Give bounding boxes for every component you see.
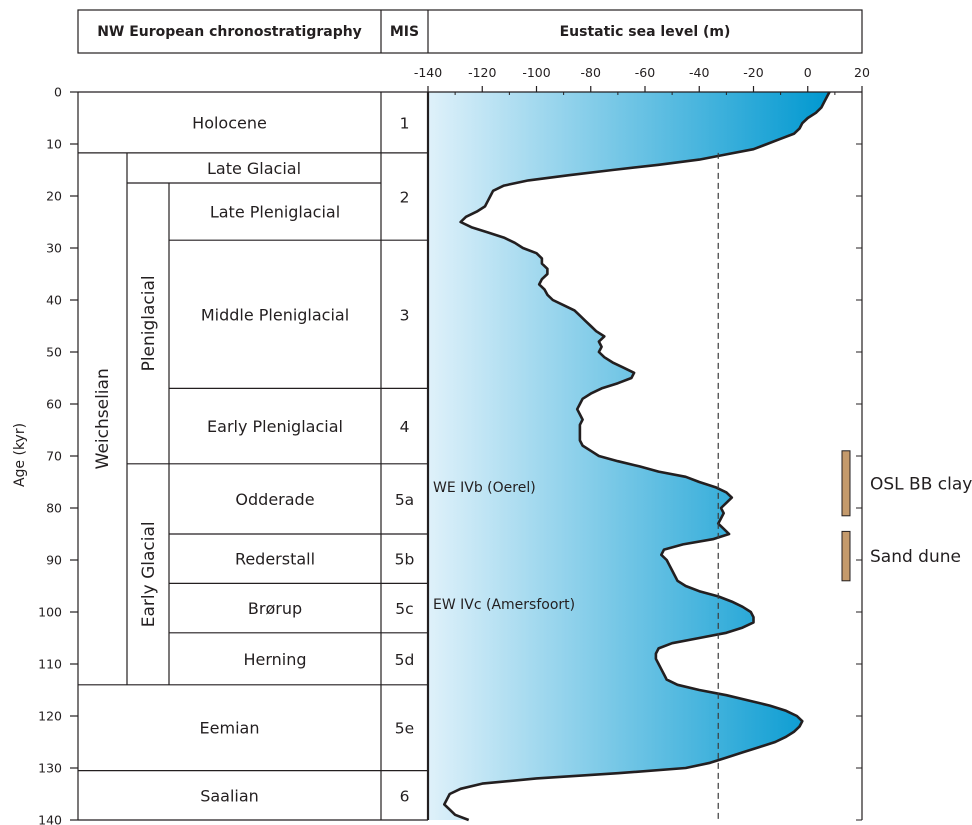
- mis-label: 5c: [395, 600, 413, 618]
- y-axis-label: Age (kyr): [12, 423, 28, 487]
- stage-label: Rederstall: [235, 550, 315, 569]
- stage-label: Brørup: [248, 599, 302, 618]
- x-axis: -140 -120 -100 -80 -60 -40 -20 0 20: [414, 65, 870, 95]
- mis-label: 1: [400, 114, 410, 132]
- sample-marker-bar: [841, 530, 851, 582]
- stage-label: Odderade: [235, 490, 314, 509]
- x-tick-label: -100: [522, 65, 550, 80]
- y-tick-label: 80: [46, 501, 62, 516]
- header-sea-level: Eustatic sea level (m): [560, 24, 731, 40]
- sea-level-curve: [443, 91, 831, 822]
- y-tick-label: 90: [46, 553, 62, 568]
- right-axis-ticks: [856, 91, 863, 821]
- y-tick-label: 120: [38, 709, 62, 724]
- x-tick-label: -40: [689, 65, 709, 80]
- mis-label: 5e: [395, 720, 414, 738]
- header-row: NW European chronostratigraphy MIS Eusta…: [77, 9, 863, 54]
- x-tick-label: 20: [854, 65, 870, 80]
- stadial-annotation: WE IVb (Oerel): [433, 480, 536, 496]
- sample-marker-label: OSL BB clay: [870, 474, 972, 494]
- mis-label: 5d: [395, 651, 415, 669]
- header-chronostratigraphy: NW European chronostratigraphy: [97, 24, 362, 40]
- y-axis: 0 10 20 30 40 50 60 70 80 90 100 110 120 130 140: [38, 85, 78, 825]
- stage-label: Eemian: [200, 719, 260, 738]
- y-tick-label: 100: [38, 605, 62, 620]
- y-tick-label: 50: [46, 345, 62, 360]
- sample-marker-bar: [841, 450, 851, 517]
- early-glacial-label: Early Glacial: [139, 521, 159, 627]
- stage-label: Saalian: [200, 786, 259, 805]
- x-tick-label: -80: [581, 65, 601, 80]
- sea-level-plot: [426, 91, 831, 822]
- stage-label: Herning: [243, 650, 306, 669]
- header-mis: MIS: [390, 24, 419, 40]
- sample-markers: OSL BB clay Sand dune: [841, 450, 972, 582]
- stage-label: Late Glacial: [207, 159, 301, 178]
- weichselian-label: Weichselian: [93, 368, 113, 469]
- mis-label: 3: [400, 306, 410, 324]
- pleniglacial-label: Pleniglacial: [139, 275, 159, 371]
- x-tick-label: -60: [635, 65, 655, 80]
- sample-marker-label: Sand dune: [870, 547, 961, 567]
- mis-label: 2: [400, 189, 410, 207]
- mis-label: 6: [400, 787, 410, 805]
- y-tick-label: 20: [46, 189, 62, 204]
- stratigraphy-table: Holocene 1 Late Glacial Late Pleniglacial Mi…: [77, 91, 428, 821]
- stadial-annotation: EW IVc (Amersfoort): [433, 597, 575, 613]
- stage-label: Middle Pleniglacial: [201, 305, 349, 324]
- annotations: WE IVb (Oerel) EW IVc (Amersfoort): [433, 480, 575, 613]
- mis-label: 5a: [395, 491, 414, 509]
- y-tick-label: 60: [46, 397, 62, 412]
- y-tick-label: 30: [46, 241, 62, 256]
- mis-label: 5b: [395, 551, 415, 569]
- y-tick-label: 10: [46, 137, 62, 152]
- y-tick-label: 0: [54, 85, 62, 100]
- stage-label: Late Pleniglacial: [210, 203, 340, 222]
- x-tick-label: -140: [414, 65, 442, 80]
- x-tick-label: 0: [804, 65, 812, 80]
- y-tick-label: 70: [46, 449, 62, 464]
- y-tick-label: 140: [38, 813, 62, 825]
- y-tick-label: 110: [38, 657, 62, 672]
- mis-label: 4: [400, 418, 410, 436]
- stage-label: Holocene: [192, 113, 267, 132]
- stage-label: Early Pleniglacial: [207, 417, 343, 436]
- x-tick-label: -20: [743, 65, 763, 80]
- y-tick-label: 130: [38, 761, 62, 776]
- sea-level-area: [428, 92, 830, 820]
- y-tick-label: 40: [46, 293, 62, 308]
- x-tick-label: -120: [468, 65, 496, 80]
